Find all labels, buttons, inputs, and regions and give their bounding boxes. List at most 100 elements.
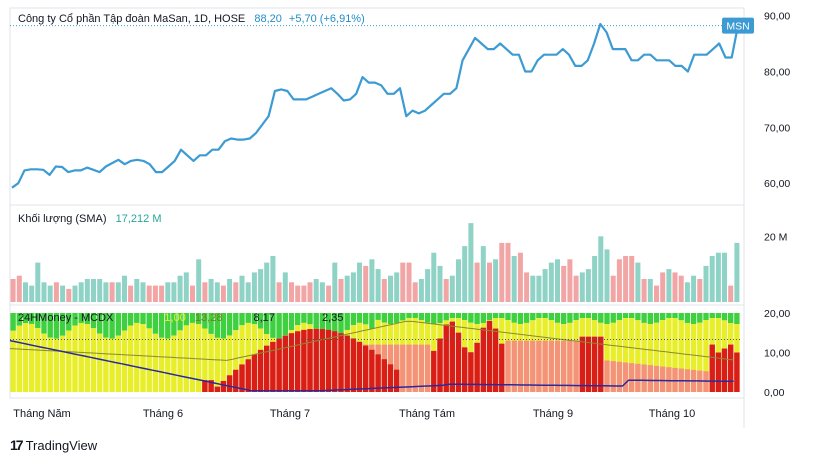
mcdx-yellow-bar <box>152 333 159 392</box>
mcdx-red-bar <box>319 329 326 392</box>
mcdx-tick-label: 20,00 <box>764 308 790 320</box>
price-tick-label: 70,00 <box>764 122 790 134</box>
mcdx-salmon-bar <box>530 340 536 392</box>
volume-bar <box>629 256 635 302</box>
volume-bar <box>400 262 406 302</box>
mcdx-green-bar <box>220 313 227 339</box>
mcdx-yellow-bar <box>109 338 115 392</box>
mcdx-red-bar <box>338 333 344 392</box>
mcdx-green-bar <box>499 313 505 319</box>
month-label: Tháng Năm <box>13 408 70 420</box>
tradingview-mark-icon: 17 <box>10 437 24 453</box>
mcdx-green-bar <box>84 313 90 325</box>
volume-bar <box>78 282 84 302</box>
mcdx-green-bar <box>115 313 121 336</box>
mcdx-pane <box>9 313 740 392</box>
mcdx-yellow-bar <box>35 328 41 392</box>
volume-bar <box>202 282 208 302</box>
volume-bar <box>592 256 598 302</box>
volume-bar <box>270 256 276 302</box>
mcdx-value-4: 2,35 <box>321 312 344 324</box>
price-tick-label: 80,00 <box>764 66 790 78</box>
mcdx-green-bar <box>579 313 585 319</box>
mcdx-yellow-bar <box>16 325 22 392</box>
mcdx-green-bar <box>666 313 672 319</box>
mcdx-green-bar <box>474 313 480 325</box>
volume-bar <box>722 252 727 302</box>
mcdx-salmon-bar <box>542 340 548 392</box>
mcdx-green-bar <box>226 313 233 336</box>
mcdx-green-bar <box>202 313 208 329</box>
volume-bar <box>388 275 393 302</box>
mcdx-red-bar <box>579 336 585 392</box>
mcdx-green-bar <box>189 313 196 323</box>
tradingview-name: TradingView <box>25 437 98 453</box>
volume-bar <box>647 279 653 302</box>
mcdx-banker-avg-line <box>9 339 734 392</box>
mcdx-green-bar <box>363 313 369 325</box>
volume-bar <box>672 272 678 302</box>
volume-bar <box>573 275 579 302</box>
tradingview-logo[interactable]: 17 TradingView <box>10 437 97 453</box>
volume-bar <box>431 252 437 302</box>
volume-bar <box>177 275 183 302</box>
mcdx-green-bar <box>251 313 258 325</box>
mcdx-red-bar <box>288 333 295 392</box>
volume-bar <box>406 262 412 302</box>
mcdx-green-bar <box>604 313 610 325</box>
mcdx-red-bar <box>431 350 437 392</box>
mcdx-red-bar <box>257 349 264 392</box>
mcdx-green-bar <box>288 313 295 331</box>
mcdx-yellow-bar <box>47 337 53 392</box>
mcdx-yellow-bar <box>239 325 245 392</box>
mcdx-green-bar <box>591 313 598 321</box>
mcdx-red-bar <box>233 369 239 392</box>
volume-bar <box>264 262 270 302</box>
mcdx-yellow-bar <box>653 322 660 392</box>
volume-bar <box>542 269 548 302</box>
mcdx-green-bar <box>127 313 134 326</box>
volume-bar <box>233 282 239 302</box>
mcdx-green-bar <box>443 313 449 321</box>
mcdx-green-bar <box>536 313 542 319</box>
mcdx-green-bar <box>400 313 406 321</box>
volume-bar <box>338 279 344 302</box>
mcdx-red-bar <box>585 336 592 392</box>
mcdx-green-bar <box>424 313 431 323</box>
volume-bar <box>251 272 257 302</box>
mcdx-yellow-bar <box>616 320 623 392</box>
mcdx-green-bar <box>616 313 623 321</box>
volume-bar <box>530 275 536 302</box>
mcdx-salmon-bar <box>616 361 623 392</box>
month-label: Tháng 10 <box>649 408 695 420</box>
mcdx-yellow-bar <box>103 337 109 392</box>
mcdx-red-bar <box>499 343 505 392</box>
mcdx-yellow-bar <box>140 324 146 392</box>
mcdx-yellow-bar <box>97 333 103 392</box>
mcdx-green-bar <box>548 313 554 321</box>
mcdx-green-bar <box>29 313 35 324</box>
mcdx-yellow-bar <box>196 324 202 392</box>
mcdx-red-bar <box>474 342 480 392</box>
mcdx-green-bar <box>530 313 536 321</box>
mcdx-red-bar <box>245 359 251 392</box>
mcdx-value-1: 1,00 <box>164 312 186 324</box>
mcdx-salmon-bar <box>505 340 511 392</box>
mcdx-yellow-bar <box>678 320 684 392</box>
volume-bar <box>183 272 189 302</box>
mcdx-green-bar <box>610 313 616 323</box>
mcdx-red-bar <box>480 327 486 392</box>
mcdx-yellow-bar <box>10 330 16 392</box>
mcdx-yellow-bar <box>610 322 616 392</box>
mcdx-green-bar <box>542 313 548 319</box>
mcdx-yellow-bar <box>189 322 196 392</box>
volume-bar <box>332 262 338 302</box>
volume-bar <box>394 272 400 302</box>
mcdx-green-bar <box>517 313 524 325</box>
mcdx-salmon-bar <box>548 340 554 392</box>
volume-bar <box>35 262 41 302</box>
mcdx-green-bar <box>455 313 462 318</box>
ticker-label: MSN <box>726 21 749 33</box>
volume-bar <box>115 282 121 302</box>
